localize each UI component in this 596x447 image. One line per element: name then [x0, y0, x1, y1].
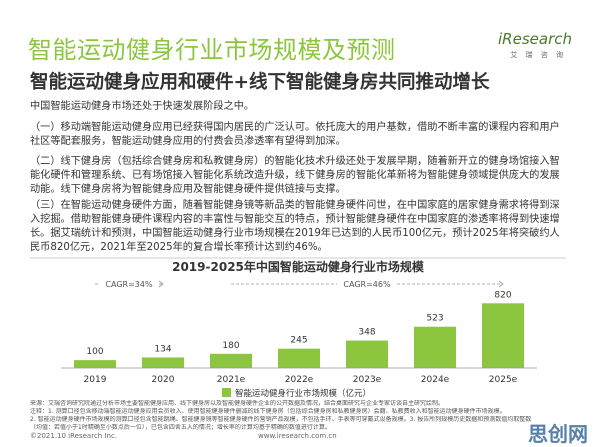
paragraph: 中国智能运动健身市场还处于快速发展阶段之中。	[30, 101, 255, 112]
chart-title: 2019-2025年中国智能运动健身行业市场规模	[172, 259, 425, 274]
bar	[278, 348, 320, 368]
x-tick-label: 2022e	[285, 375, 314, 385]
footnote: （均值：若值小于1时精确至小数点后一位），已包含四舍五入的情况；增长率的计算均基…	[30, 424, 331, 431]
bar	[74, 360, 116, 368]
value-label: 100	[86, 347, 103, 357]
value-label: 180	[222, 341, 239, 351]
watermark: 思创网	[528, 422, 588, 446]
footnote: 来源：艾瑞咨询研究院通过分析市场主要智能健身应用、线下健身房以及智能健身硬件企业…	[30, 400, 445, 407]
subtitle: 智能运动健身应用和硬件+线下智能健身房共同推动增长	[30, 72, 490, 93]
x-tick-label: 2020	[152, 375, 175, 385]
bar	[210, 353, 252, 368]
x-tick-label: 2021e	[217, 375, 246, 385]
copyright: ©2021.10 iResearch Inc.	[30, 432, 118, 440]
value-label: 820	[494, 290, 511, 300]
x-tick-label: 2019	[84, 375, 107, 385]
title: 智能运动健身行业市场规模及预测	[28, 36, 396, 64]
x-tick-label: 2023e	[353, 375, 382, 385]
value-label: 348	[358, 328, 375, 338]
cagr-arrow	[158, 280, 164, 288]
paragraph: （二）线下健身房（包括综合健身房和私教健身房）的智能化技术升级还处于发展早期，随…	[30, 156, 560, 195]
logo: iResearch	[498, 30, 572, 48]
annotation: CAGR=34%	[105, 280, 153, 289]
bar	[142, 357, 184, 368]
legend-label: 智能运动健身行业市场规模（亿元）	[235, 388, 371, 399]
footnote: 2. 智能运动健身硬件市场规模的测算口径包含智能跳绳、智能健身镜等智能健身硬件的…	[30, 416, 532, 423]
x-tick-label: 2025e	[489, 375, 518, 385]
paragraph: （三）在智能运动健身硬件方面，随着智能健身镜等新品类的智能健身硬件问世，在中国家…	[30, 200, 560, 253]
annotation: CAGR=46%	[343, 280, 391, 289]
bar	[346, 340, 388, 368]
bar	[414, 326, 456, 368]
legend-swatch	[222, 388, 231, 397]
x-tick-label: 2024e	[421, 375, 450, 385]
value-label: 134	[154, 344, 171, 354]
bar	[482, 303, 524, 368]
logo-sub: 艾 瑞 咨 询	[510, 51, 566, 59]
value-label: 523	[426, 314, 443, 324]
value-label: 245	[290, 336, 307, 346]
footnote: 注释：1. 测算口径包含移动端智能运动健身应用会员收入、使用智能健身硬件删减的线…	[30, 408, 506, 415]
cagr-arrow	[498, 280, 504, 288]
paragraph: （一）移动端智能运动健身应用已经获得国内居民的广泛认可。依托庞大的用户基数，借助…	[30, 122, 560, 147]
site: www.iresearch.com.cn	[258, 432, 337, 440]
